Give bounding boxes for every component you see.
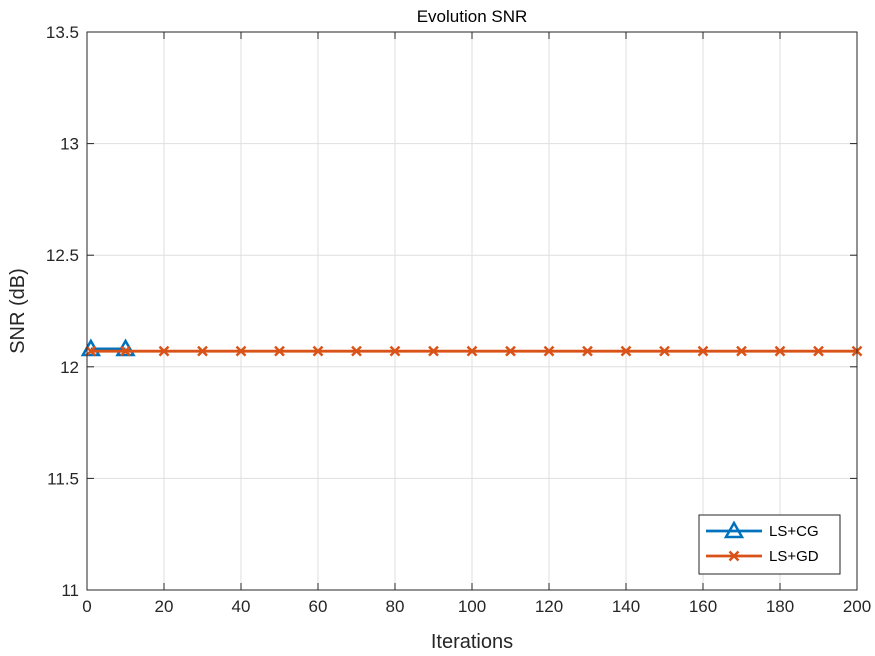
- tick-layer: 0 20 40 60 80 100 120 140 160 180 200 11 11.5 12 12.5 1…: [46, 23, 871, 616]
- x-tick-label: 140: [612, 597, 640, 616]
- data-point-ls-gd: [697, 345, 709, 357]
- legend-item-ls-cg: LS+CG: [706, 520, 819, 540]
- legend-marker-ls-gd: [728, 550, 740, 562]
- x-tick-label: 200: [843, 597, 871, 616]
- y-tick-label: 13.5: [46, 23, 79, 42]
- data-point-ls-gd: [235, 345, 247, 357]
- x-tick-label: 160: [689, 597, 717, 616]
- legend: LS+CG LS+GD: [698, 514, 841, 575]
- x-tick-label: 60: [309, 597, 328, 616]
- data-point-ls-gd: [543, 345, 555, 357]
- data-point-ls-gd: [659, 345, 670, 357]
- x-tick-label: 40: [232, 597, 251, 616]
- y-tick-label: 11: [61, 581, 79, 600]
- series-ls-gd: [85, 345, 863, 357]
- y-tick-label: 12.5: [46, 246, 79, 265]
- y-tick-label: 12: [60, 358, 79, 377]
- chart-title: Evolution SNR: [417, 7, 528, 26]
- data-point-ls-gd: [351, 345, 362, 357]
- data-point-ls-gd: [158, 345, 170, 357]
- y-tick-label: 13: [60, 135, 79, 154]
- y-tick-label: 11.5: [47, 469, 79, 488]
- x-tick-label: 180: [766, 597, 794, 616]
- legend-marker-ls-cg: [723, 520, 745, 539]
- data-point-ls-gd: [120, 345, 131, 357]
- legend-box: [698, 514, 841, 575]
- legend-label-ls-cg: LS+CG: [769, 523, 819, 540]
- legend-label-ls-gd: LS+GD: [769, 548, 819, 565]
- x-tick-label: 20: [155, 597, 174, 616]
- x-tick-label: 100: [458, 597, 486, 616]
- data-point-ls-gd: [197, 345, 208, 357]
- x-tick-label: 80: [386, 597, 405, 616]
- data-point-ls-gd: [428, 345, 439, 357]
- data-point-ls-gd: [736, 345, 747, 357]
- y-axis-label: SNR (dB): [7, 268, 29, 354]
- data-point-ls-gd: [274, 345, 285, 357]
- legend-item-ls-gd: LS+GD: [706, 548, 819, 565]
- data-point-ls-gd: [505, 345, 516, 357]
- data-point-ls-gd: [813, 345, 824, 357]
- x-tick-label: 0: [82, 597, 91, 616]
- series-layer: [80, 338, 863, 357]
- data-point-ls-gd: [85, 345, 97, 357]
- data-point-ls-gd: [466, 345, 478, 357]
- data-point-ls-gd: [582, 345, 593, 357]
- data-point-ls-gd: [389, 345, 401, 357]
- x-axis-label: Iterations: [431, 631, 513, 653]
- data-point-ls-gd: [620, 345, 632, 357]
- data-point-ls-gd: [774, 345, 786, 357]
- data-point-ls-gd: [312, 345, 324, 357]
- x-tick-label: 120: [535, 597, 563, 616]
